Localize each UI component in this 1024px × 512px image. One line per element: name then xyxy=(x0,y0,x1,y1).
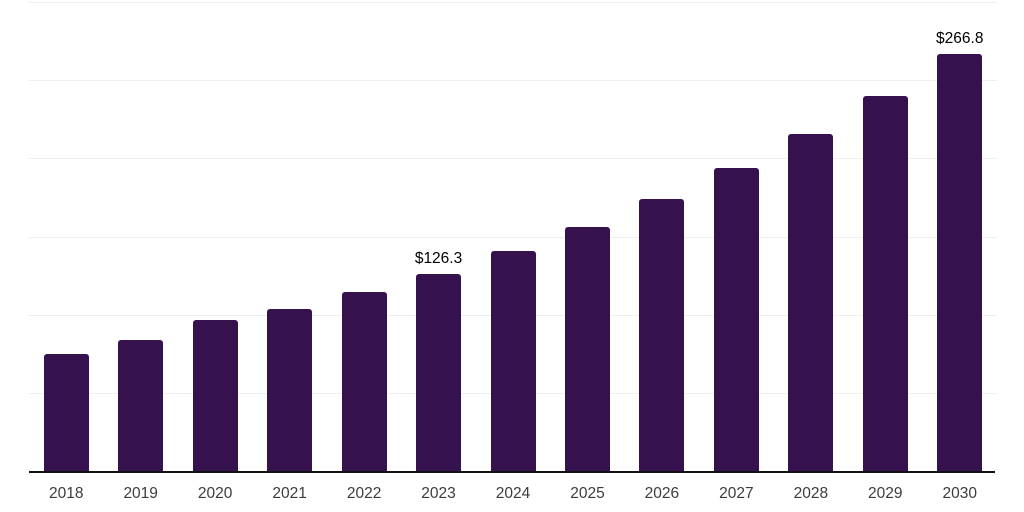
x-axis-line xyxy=(29,471,995,473)
x-tick-2019: 2019 xyxy=(123,485,158,502)
bar-2029 xyxy=(862,96,908,471)
data-label-2030: $266.8 xyxy=(936,30,984,48)
x-tick-2030: 2030 xyxy=(942,485,977,502)
x-tick-2020: 2020 xyxy=(197,485,233,502)
x-tick-2029: 2029 xyxy=(868,485,903,502)
x-tick-2027: 2027 xyxy=(719,485,754,502)
bar-2022 xyxy=(341,292,387,471)
x-tick-2028: 2028 xyxy=(793,485,829,502)
bar-2030 xyxy=(937,53,983,471)
data-label-2023: $126.3 xyxy=(414,250,463,268)
x-tick-2018: 2018 xyxy=(48,485,84,502)
x-tick-2023: 2023 xyxy=(421,485,456,502)
x-tick-2024: 2024 xyxy=(495,485,531,502)
x-tick-2026: 2026 xyxy=(644,485,680,502)
bar-2019 xyxy=(118,340,164,471)
x-tick-2025: 2025 xyxy=(570,485,605,502)
gridline-200 xyxy=(29,158,997,160)
bar-2024 xyxy=(490,251,536,471)
bar-2018 xyxy=(43,354,89,471)
gridline-300 xyxy=(29,2,997,3)
x-tick-2022: 2022 xyxy=(346,485,382,502)
bar-2026 xyxy=(639,198,685,471)
x-tick-2021: 2021 xyxy=(272,485,307,502)
bar-2023 xyxy=(416,273,462,471)
plot-area: $126.3 $266.8 xyxy=(29,2,997,473)
bar-2027 xyxy=(713,168,759,471)
x-axis: 2018 2019 2020 2021 2022 2023 2024 2025 2026 2027… xyxy=(29,483,997,505)
bar-2021 xyxy=(267,309,313,471)
bar-2025 xyxy=(564,226,610,471)
bar-2020 xyxy=(192,320,238,471)
gridline-150 xyxy=(29,236,997,238)
bar-2028 xyxy=(788,134,834,471)
gridline-250 xyxy=(29,80,997,82)
